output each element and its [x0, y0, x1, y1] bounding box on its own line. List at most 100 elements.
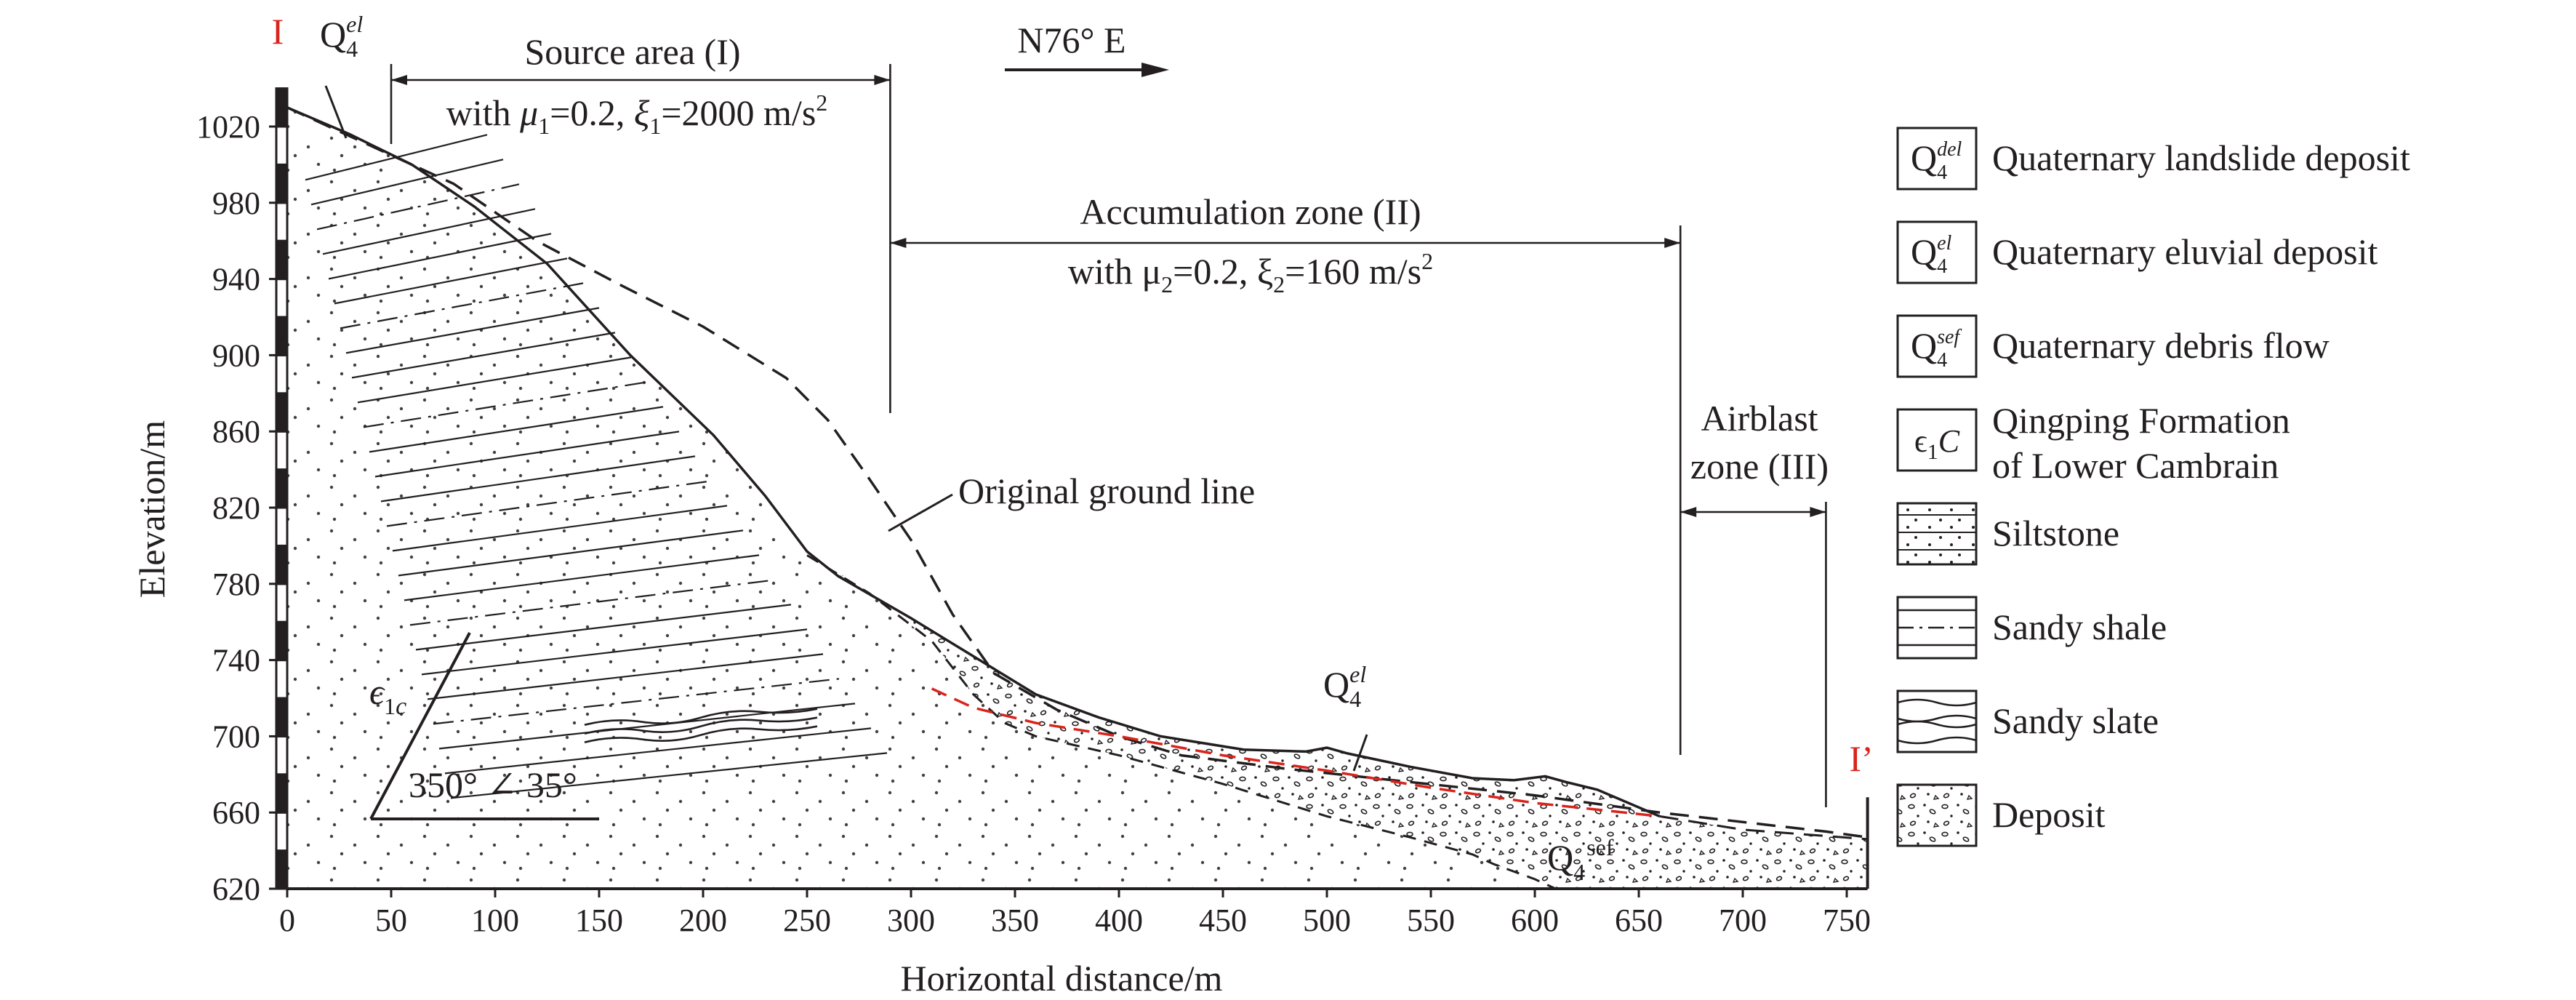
scale-bar-segment: [275, 239, 289, 281]
y-tick-label: 740: [212, 643, 260, 679]
accumulation-zone-params: with μ2=0.2, ξ2=160 m/s2: [1068, 248, 1433, 297]
x-tick-label: 750: [1823, 903, 1871, 938]
scale-bar-segment: [275, 278, 289, 319]
legend-swatch-text: Q4el: [1911, 231, 1952, 278]
direction-label: N76° E: [1017, 20, 1126, 60]
x-tick-label: 0: [279, 903, 295, 938]
x-tick-label: 600: [1511, 903, 1559, 938]
bedding-line: [363, 381, 648, 428]
x-tick-label: 250: [783, 903, 831, 938]
scale-bar-segment: [275, 697, 289, 737]
source-zone-arrow-head-right: [874, 75, 891, 85]
scale-bar-segment: [275, 125, 289, 166]
legend-swatch-line: [1897, 714, 1977, 723]
legend-swatch: [1896, 502, 1978, 566]
legend-swatch: [1896, 220, 1978, 284]
scale-bar-segment: [275, 392, 289, 433]
original-ground-line: [286, 106, 1868, 839]
scale-bar-segment: [275, 659, 289, 700]
bedding-line: [404, 554, 760, 601]
y-tick-label: 860: [212, 414, 260, 449]
legend-item-q4sef: Q4sef Quaternary debris flow: [1896, 314, 2330, 378]
y-tick-label: 620: [212, 871, 260, 907]
y-tick-label: 700: [212, 719, 260, 754]
source-zone-params: with μ1=0.2, ξ1=2000 m/s2: [446, 89, 828, 139]
x-tick-label: 700: [1719, 903, 1767, 938]
scale-bar-segment: [275, 735, 289, 776]
direction-arrow-icon: [1005, 63, 1169, 77]
accumulation-zone-title: Accumulation zone (II): [1080, 191, 1421, 232]
x-tick-label: 300: [887, 903, 935, 938]
scale-bar-segment: [275, 201, 289, 242]
y-axis-ticks: 620 660 700 740 780 820 860 900 940 980 1020: [196, 109, 276, 907]
y-tick-label: 820: [212, 490, 260, 526]
y-tick-label: 780: [212, 567, 260, 602]
bedding-line: [438, 703, 856, 750]
sandy-slate-line: [584, 725, 818, 743]
siltstone-rock-fill: [287, 107, 1556, 889]
scale-bar-segment: [275, 87, 289, 128]
scale-bar-segment: [275, 353, 289, 395]
y-axis-label: Elevation/m: [132, 420, 172, 598]
airblast-zone-title-1: Airblast: [1701, 398, 1818, 439]
legend-item-sandy-shale: Sandy shale: [1896, 596, 2167, 660]
scale-bar-segment: [275, 620, 289, 662]
scale-bar-segment: [275, 773, 289, 814]
bedding-line: [316, 183, 520, 231]
legend-label: Quaternary debris flow: [1992, 325, 2330, 366]
x-tick-label: 400: [1095, 903, 1143, 938]
airblast-zone-title-2: zone (III): [1690, 446, 1829, 487]
source-zone-arrow-head-left: [391, 75, 407, 85]
section-end-label: I’: [1849, 738, 1873, 779]
x-tick-label: 200: [679, 903, 727, 938]
bedding-line: [380, 455, 696, 503]
airblast-zone-arrow-head-left: [1680, 507, 1697, 517]
original-ground-line-label: Original ground line: [958, 471, 1255, 511]
q4el-mid-label: Q4el: [1323, 661, 1366, 712]
x-tick-label: 350: [991, 903, 1039, 938]
bedding-line: [427, 653, 824, 700]
x-axis-ticks: 0 50 100 150 200 250 300 350 400 450 500 550 600 650 7…: [279, 889, 1871, 938]
legend-label: Deposit: [1992, 794, 2106, 835]
y-tick-label: 1020: [196, 109, 260, 145]
bedding-line: [415, 604, 792, 651]
bedding-line: [340, 282, 584, 329]
scale-bar-segment: [275, 583, 289, 623]
y-tick-label: 900: [212, 337, 260, 373]
legend-item-deposit: Deposit: [1896, 783, 2106, 847]
bedding-line: [433, 678, 840, 725]
bedding-line: [444, 727, 872, 775]
bedding-line: [409, 579, 776, 626]
x-tick-label: 500: [1303, 903, 1351, 938]
legend-item-sandy-slate: Sandy slate: [1896, 689, 2159, 753]
sliding-surface-line: [931, 687, 1660, 818]
legend-item-q4el: Q4el Quaternary eluvial deposit: [1896, 220, 2378, 284]
bedding-line: [351, 332, 616, 379]
deposit-base-line: [806, 554, 1557, 890]
sandy-slate-line: [584, 716, 818, 735]
formation-label: ϵ1c: [369, 671, 406, 720]
legend-label: Sandy slate: [1992, 700, 2159, 741]
x-tick-label: 550: [1407, 903, 1455, 938]
accumulation-zone-arrow-head-left: [890, 238, 907, 248]
q4el-top-leader: [324, 85, 348, 139]
legend-swatch-line: [1897, 698, 1977, 707]
section-start-label: I: [272, 11, 284, 52]
bedding-line: [357, 356, 632, 404]
source-zone-title: Source area (I): [524, 31, 740, 72]
bedding-line: [392, 505, 728, 552]
zone-boundaries: [390, 64, 1827, 807]
legend: Q4del Quaternary landslide deposit Q4el Qua…: [1896, 127, 2410, 847]
bedding-line: [310, 159, 504, 206]
scale-bar-segment: [275, 544, 289, 585]
bedding-line: [450, 752, 888, 799]
bedding-line: [374, 431, 680, 478]
legend-label: Siltstone: [1992, 513, 2119, 553]
scale-bar-segment: [275, 430, 289, 471]
bedding-lines: [305, 134, 888, 799]
legend-label: Sandy shale: [1992, 607, 2167, 647]
bedding-line: [328, 233, 552, 280]
bedding-line: [345, 307, 600, 354]
